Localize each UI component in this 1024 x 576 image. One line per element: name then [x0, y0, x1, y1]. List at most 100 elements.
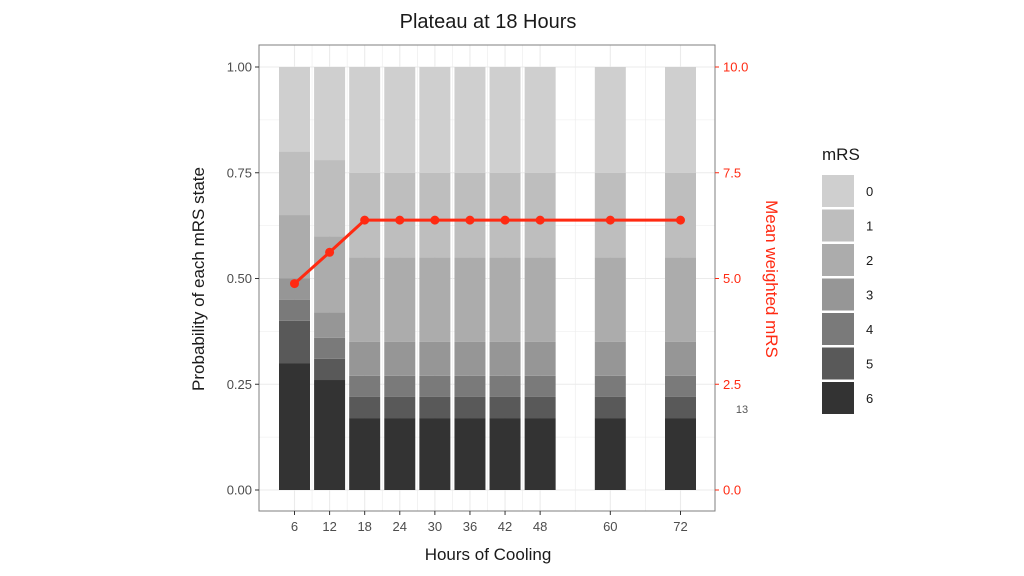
bar-segment-mrs-6 — [665, 418, 696, 490]
legend-key-mrs-6 — [822, 382, 854, 414]
legend-key-mrs-3 — [822, 278, 854, 311]
bar-segment-mrs-0 — [524, 67, 556, 173]
legend-key-mrs-1 — [822, 209, 854, 242]
legend-label: 2 — [866, 253, 873, 268]
bar-segment-mrs-1 — [665, 172, 696, 258]
plot-panel — [258, 44, 716, 512]
bar-segment-mrs-0 — [594, 67, 626, 173]
bar-segment-mrs-2 — [594, 257, 626, 342]
bar-segment-mrs-1 — [594, 172, 626, 258]
mean-weighted-mrs-point — [500, 215, 510, 225]
bars-layer — [279, 67, 696, 490]
legend-label: 3 — [866, 288, 873, 303]
bar-segment-mrs-2 — [349, 257, 381, 342]
bar-segment-mrs-4 — [384, 375, 416, 397]
bar-segment-mrs-1 — [384, 172, 416, 258]
bar-segment-mrs-3 — [594, 341, 626, 376]
y-tick-label-left: 0.50 — [227, 271, 252, 286]
bar-segment-mrs-2 — [279, 215, 310, 279]
mean-weighted-mrs-line — [293, 218, 681, 285]
x-tick-label: 72 — [673, 519, 687, 534]
x-tick-label: 18 — [357, 519, 371, 534]
bar-segment-mrs-3 — [419, 341, 451, 376]
bar-segment-mrs-5 — [524, 396, 556, 419]
bar-segment-mrs-4 — [314, 337, 346, 359]
bar-segment-mrs-6 — [594, 418, 626, 490]
y-tick-label-right: 0.0 — [723, 483, 741, 498]
bar-segment-mrs-4 — [665, 375, 696, 397]
bar-segment-mrs-4 — [489, 375, 521, 397]
bar-segment-mrs-2 — [524, 257, 556, 342]
bar-segment-mrs-5 — [454, 396, 486, 419]
legend-label: 4 — [866, 322, 873, 337]
bar-segment-mrs-4 — [419, 375, 451, 397]
bar-segment-mrs-2 — [419, 257, 451, 342]
bar-segment-mrs-3 — [314, 312, 346, 338]
bar-segment-mrs-6 — [489, 418, 521, 490]
bar-segment-mrs-3 — [524, 341, 556, 376]
y-tick-label-right: 2.5 — [723, 377, 741, 392]
bar-segment-mrs-5 — [314, 358, 346, 381]
chart-title: Plateau at 18 Hours — [400, 11, 577, 33]
legend-key-mrs-0 — [822, 175, 854, 207]
bar-segment-mrs-4 — [349, 375, 381, 397]
page-number: 13 — [736, 404, 748, 416]
x-tick-label: 42 — [498, 519, 512, 534]
bar-segment-mrs-4 — [454, 375, 486, 397]
bar-segment-mrs-2 — [314, 236, 346, 313]
bar-segment-mrs-1 — [524, 172, 556, 258]
bar-segment-mrs-0 — [349, 67, 381, 173]
bar-segment-mrs-5 — [384, 396, 416, 419]
bar-segment-mrs-0 — [279, 67, 310, 152]
bar-segment-mrs-5 — [665, 396, 696, 419]
bar-segment-mrs-2 — [454, 257, 486, 342]
bar-segment-mrs-4 — [279, 299, 310, 321]
y-tick-label-right: 5.0 — [723, 271, 741, 286]
bar-segment-mrs-1 — [419, 172, 451, 258]
x-tick-label: 48 — [533, 519, 547, 534]
x-tick-label: 60 — [603, 519, 617, 534]
bar-segment-mrs-5 — [419, 396, 451, 419]
bar-segment-mrs-0 — [489, 67, 521, 173]
legend-title: mRS — [822, 145, 860, 164]
bar-segment-mrs-5 — [279, 320, 310, 364]
bar-segment-mrs-3 — [349, 341, 381, 376]
bar-segment-mrs-1 — [454, 172, 486, 258]
bar-segment-mrs-0 — [384, 67, 416, 173]
y-axis-right: 0.0 2.5 5.0 7.5 10.0 — [715, 60, 748, 498]
bar-segment-mrs-0 — [419, 67, 451, 173]
bar-segment-mrs-5 — [489, 396, 521, 419]
bar-segment-mrs-1 — [489, 172, 521, 258]
mean-weighted-mrs-point — [325, 247, 335, 257]
y-tick-label-left: 0.00 — [227, 483, 252, 498]
bar-segment-mrs-3 — [279, 278, 310, 300]
bar-segment-mrs-3 — [454, 341, 486, 376]
legend-key-mrs-5 — [822, 347, 854, 380]
mean-weighted-mrs-point — [676, 215, 685, 225]
y-axis-title-right: Mean weighted mRS — [762, 200, 781, 358]
bar-segment-mrs-6 — [279, 363, 310, 490]
legend-label: 0 — [866, 184, 873, 199]
y-axis-title-left: Probability of each mRS state — [189, 167, 208, 391]
bar-segment-mrs-6 — [524, 418, 556, 490]
mean-weighted-mrs-point — [290, 279, 299, 289]
bar-segment-mrs-5 — [594, 396, 626, 419]
mean-weighted-mrs-point — [605, 215, 615, 225]
mean-weighted-mrs-point — [465, 215, 475, 225]
y-tick-label-left: 1.00 — [227, 60, 252, 75]
x-axis: 6 12 18 24 30 36 42 48 60 72 — [291, 511, 688, 534]
bar-segment-mrs-6 — [419, 418, 451, 490]
y-tick-label-left: 0.75 — [227, 165, 252, 180]
bar-segment-mrs-1 — [314, 160, 346, 237]
bar-segment-mrs-2 — [665, 257, 696, 342]
bar-segment-mrs-1 — [279, 151, 310, 216]
legend-key-mrs-2 — [822, 244, 854, 276]
mean-weighted-mrs-point — [535, 215, 545, 225]
x-tick-label: 30 — [428, 519, 442, 534]
x-tick-label: 24 — [393, 519, 407, 534]
x-tick-label: 12 — [322, 519, 336, 534]
bar-segment-mrs-3 — [489, 341, 521, 376]
legend-label: 1 — [866, 219, 873, 234]
y-tick-label-right: 7.5 — [723, 165, 741, 180]
legend: mRS 0 1 2 3 4 5 6 — [822, 145, 873, 414]
